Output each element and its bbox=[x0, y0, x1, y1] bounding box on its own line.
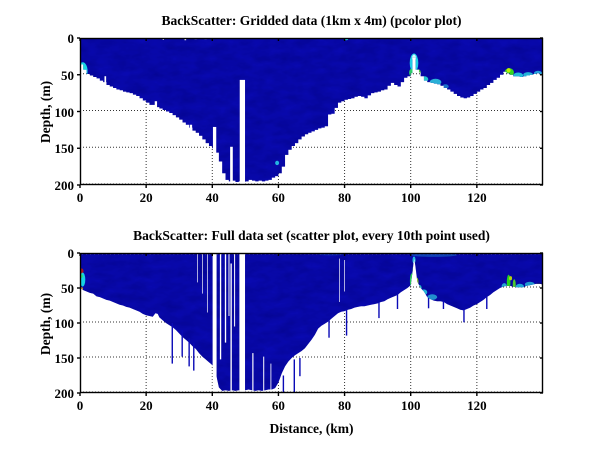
tick-marks bbox=[77, 252, 543, 396]
data-mottle-texture bbox=[80, 253, 543, 391]
x-tick-label: 80 bbox=[338, 398, 352, 413]
x-tick-label: 40 bbox=[205, 398, 219, 413]
scatter-spikes bbox=[171, 293, 488, 393]
y-tick-label: 200 bbox=[54, 386, 75, 401]
x-tick-label: 120 bbox=[467, 190, 487, 205]
x-tick-label: 20 bbox=[139, 398, 153, 413]
y-tick-label: 150 bbox=[54, 351, 75, 366]
x-tick-label: 0 bbox=[76, 190, 84, 205]
data-mottle-texture bbox=[80, 38, 543, 183]
x-tick-label: 80 bbox=[338, 190, 352, 205]
x-tick-label: 60 bbox=[271, 190, 285, 205]
scatter-plot-canvas bbox=[77, 252, 544, 396]
tick-marks bbox=[77, 37, 543, 188]
y-tick-label: 0 bbox=[67, 31, 75, 46]
y-tick-label: 150 bbox=[54, 141, 75, 157]
y-tick-label: 0 bbox=[67, 246, 75, 261]
top-plot-title: BackScatter: Gridded data (1km x 4m) (pc… bbox=[161, 13, 462, 28]
x-tick-label: 100 bbox=[400, 398, 421, 413]
x-tick-label: 20 bbox=[139, 190, 153, 205]
x-tick-label: 100 bbox=[400, 190, 421, 205]
data-gap-stripes bbox=[197, 253, 345, 393]
y-tick-label: 200 bbox=[54, 178, 75, 193]
bottom-plot-xlabel: Distance, (km) bbox=[269, 421, 354, 436]
y-tick-label: 50 bbox=[61, 67, 74, 83]
y-tick-label: 50 bbox=[61, 281, 74, 296]
bottom-plot-title: BackScatter: Full data set (scatter plot… bbox=[133, 228, 490, 243]
x-tick-label: 120 bbox=[467, 398, 487, 413]
x-tick-label: 60 bbox=[271, 398, 285, 413]
x-tick-label: 0 bbox=[76, 398, 84, 413]
y-tick-label: 100 bbox=[54, 104, 75, 120]
gridded-pcolor-plot-canvas bbox=[77, 37, 544, 188]
y-tick-label: 100 bbox=[54, 316, 75, 331]
x-tick-label: 40 bbox=[205, 190, 219, 205]
